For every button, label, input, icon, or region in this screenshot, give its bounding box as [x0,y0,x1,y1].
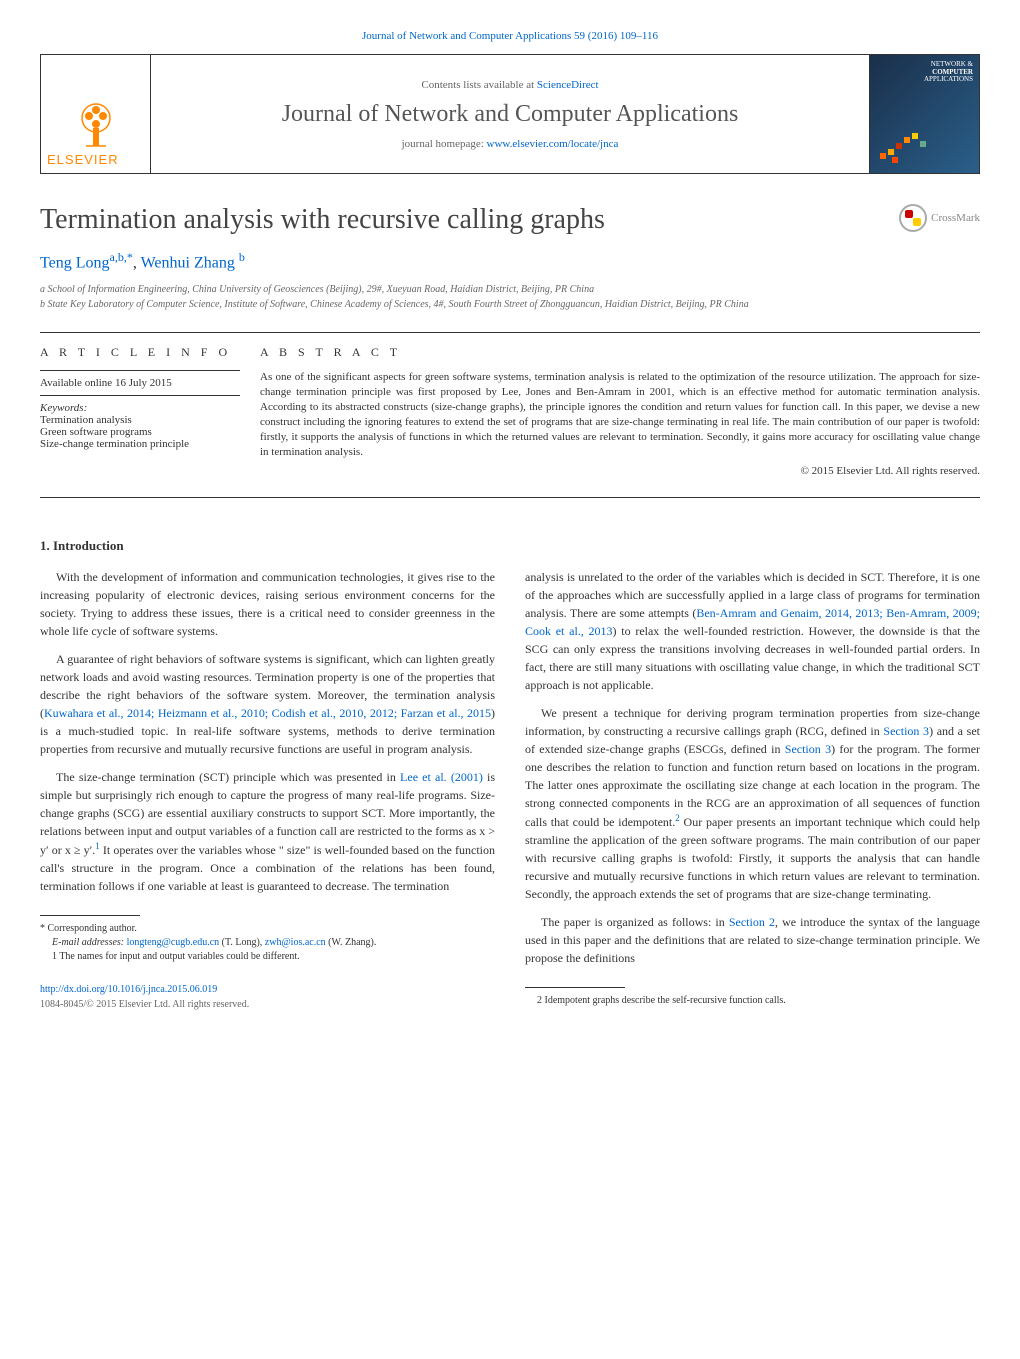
p3-text-c: It operates over the variables whose " s… [40,843,495,893]
corresponding-note: * Corresponding author. [40,922,495,936]
email-1[interactable]: longteng@cugb.edu.cn [127,937,220,948]
contents-line: Contents lists available at ScienceDirec… [161,79,859,91]
article-info-heading: A R T I C L E I N F O [40,345,240,360]
abstract-heading: A B S T R A C T [260,345,980,360]
right-p2: We present a technique for deriving prog… [525,704,980,903]
keyword-1: Termination analysis [40,414,240,426]
cover-label: NETWORK & COMPUTER APPLICATIONS [924,61,973,84]
elsevier-logo: ELSEVIER [41,55,151,173]
intro-p3: The size-change termination (SCT) princi… [40,768,495,895]
cover-label-3: APPLICATIONS [924,76,973,84]
journal-name: Journal of Network and Computer Applicat… [161,101,859,128]
rp2-ref2[interactable]: Section 3 [785,742,831,756]
info-divider-2 [40,395,240,396]
email-2-person: (W. Zhang). [326,937,377,948]
footnote-rule-right [525,987,625,988]
journal-header-link[interactable]: Journal of Network and Computer Applicat… [40,30,980,42]
elsevier-text: ELSEVIER [47,152,144,167]
footnotes-right: 2 Idempotent graphs describe the self-re… [525,994,980,1008]
footnote-2: 2 Idempotent graphs describe the self-re… [525,994,980,1008]
available-online: Available online 16 July 2015 [40,377,240,389]
keyword-2: Green software programs [40,426,240,438]
cover-pixels-icon [880,123,940,163]
email-1-person: (T. Long), [219,937,265,948]
footnote-rule-left [40,915,140,916]
email-2[interactable]: zwh@ios.ac.cn [265,937,326,948]
author-sep: , [133,254,141,271]
crossmark-label: CrossMark [931,212,980,224]
column-right: analysis is unrelated to the order of th… [525,568,980,1012]
journal-cover: NETWORK & COMPUTER APPLICATIONS [869,55,979,173]
doi-link[interactable]: http://dx.doi.org/10.1016/j.jnca.2015.06… [40,984,217,995]
abstract: A B S T R A C T As one of the significan… [260,345,980,477]
paper-title: Termination analysis with recursive call… [40,204,605,236]
homepage-link[interactable]: www.elsevier.com/locate/jnca [487,138,619,150]
section-1-title: 1. Introduction [40,538,980,554]
right-p3: The paper is organized as follows: in Se… [525,913,980,967]
divider [40,332,980,333]
info-divider [40,370,240,371]
column-left: With the development of information and … [40,568,495,1012]
footnote-1: 1 The names for input and output variabl… [40,950,495,964]
affiliations: a School of Information Engineering, Chi… [40,282,980,312]
elsevier-tree-icon [71,98,121,148]
affiliation-b: b State Key Laboratory of Computer Scien… [40,297,980,312]
author-2-affil[interactable]: b [239,250,245,264]
p2-ref[interactable]: Kuwahara et al., 2014; Heizmann et al., … [44,706,491,720]
right-p1: analysis is unrelated to the order of th… [525,568,980,694]
homepage-line: journal homepage: www.elsevier.com/locat… [161,138,859,150]
rp3-a: The paper is organized as follows: in [541,915,729,929]
header-box: ELSEVIER Contents lists available at Sci… [40,54,980,174]
doi-block: http://dx.doi.org/10.1016/j.jnca.2015.06… [40,982,495,1012]
header-center: Contents lists available at ScienceDirec… [151,55,869,173]
abstract-text: As one of the significant aspects for gr… [260,370,980,459]
affiliation-a: a School of Information Engineering, Chi… [40,282,980,297]
p3-text-a: The size-change termination (SCT) princi… [56,770,400,784]
author-1-affil[interactable]: a,b, [110,250,127,264]
authors: Teng Longa,b,*, Wenhui Zhang b [40,250,980,272]
crossmark-badge[interactable]: CrossMark [899,204,980,232]
article-info: A R T I C L E I N F O Available online 1… [40,345,260,477]
intro-p2: A guarantee of right behaviors of softwa… [40,650,495,758]
divider-2 [40,497,980,498]
p3-ref[interactable]: Lee et al. (2001) [400,770,483,784]
keyword-3: Size-change termination principle [40,438,240,450]
author-1: Teng Long [40,254,110,271]
author-2: Wenhui Zhang [141,254,239,271]
rp2-ref1[interactable]: Section 3 [883,724,929,738]
keywords-label: Keywords: [40,402,240,414]
email-line: E-mail addresses: longteng@cugb.edu.cn (… [40,936,495,950]
email-prefix: E-mail addresses: [52,937,127,948]
footnotes-left: * Corresponding author. E-mail addresses… [40,922,495,964]
crossmark-icon [899,204,927,232]
intro-p1: With the development of information and … [40,568,495,640]
contents-prefix: Contents lists available at [421,79,536,91]
homepage-prefix: journal homepage: [402,138,487,150]
rp3-ref[interactable]: Section 2 [729,915,775,929]
abstract-copyright: © 2015 Elsevier Ltd. All rights reserved… [260,465,980,477]
sciencedirect-link[interactable]: ScienceDirect [537,79,599,91]
issn-copyright: 1084-8045/© 2015 Elsevier Ltd. All right… [40,997,495,1012]
